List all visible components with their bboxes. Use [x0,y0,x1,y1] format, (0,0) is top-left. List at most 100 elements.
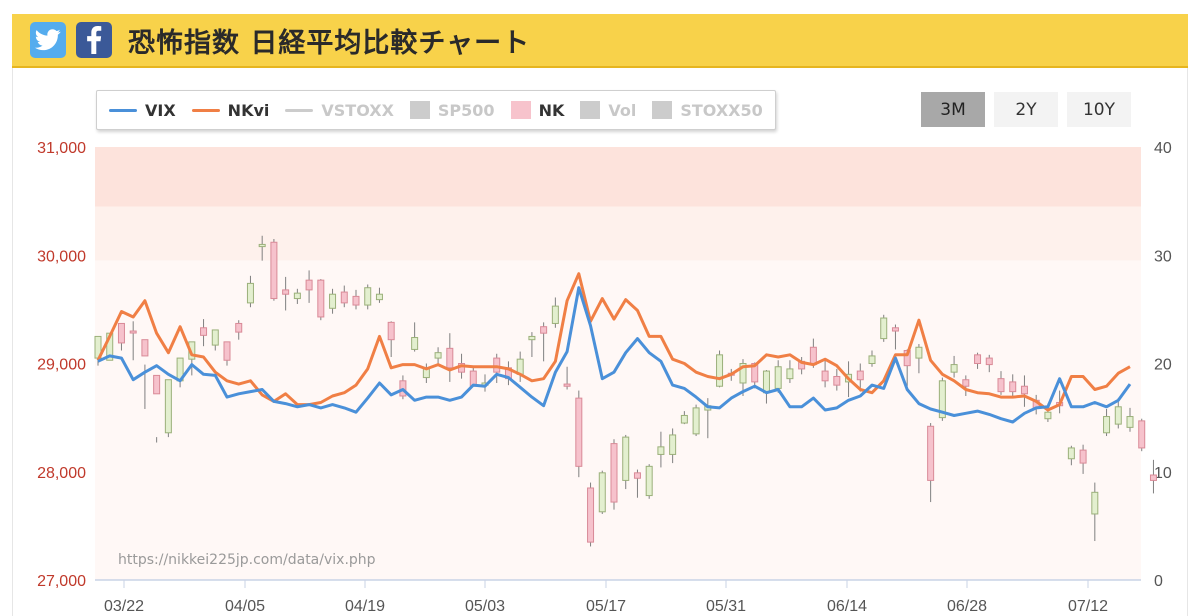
nk-candle-body [270,241,278,300]
nk-candle-body [622,436,630,481]
legend-swatch [285,108,314,112]
legend-label: VSTOXX [321,100,394,120]
nk-candle-body [716,354,724,387]
legend-swatch [580,101,601,119]
nk-candle-body [375,293,383,301]
nk-candle-body [974,354,982,364]
nk-candle-body [352,295,360,306]
nk-candle-body [575,397,583,467]
range-button-3m[interactable]: 3M [921,92,985,127]
nk-candle-body [809,346,817,366]
legend-swatch [191,108,220,112]
twitter-icon [35,29,61,51]
range-selector: 3M 2Y 10Y [921,92,1131,127]
range-button-2y[interactable]: 2Y [994,92,1058,127]
x-axis-tick-label: 07/12 [1068,598,1108,615]
nk-candle-body [985,357,993,366]
nk-candle-body [657,446,665,455]
nk-candle-body [1009,381,1017,393]
left-axis-tick-label: 27,000 [37,573,86,590]
nk-candle-body [235,322,243,333]
nk-candle-body [610,443,618,503]
nk-candle-body [411,337,419,350]
chart-legend: VIX NKvi VSTOXX SP500 NK Vol STOXX50 [96,90,776,130]
left-axis-tick-label: 29,000 [37,357,86,374]
risk-band [95,260,1141,580]
nk-candle-body [1079,449,1087,464]
legend-item-stoxx50[interactable]: STOXX50 [652,101,763,120]
legend-item-nk[interactable]: NK [510,100,565,120]
nk-candle-body [340,291,348,304]
nk-candle-body [141,339,149,357]
nk-candle-body [680,414,688,424]
nk-candle-body [129,330,137,334]
nk-candle-body [446,347,454,369]
source-url: https://nikkei225jp.com/data/vix.php [118,552,376,568]
right-axis-tick-label: 0 [1154,573,1163,590]
nk-candle-body [200,327,208,336]
risk-band [95,147,1141,207]
right-axis-tick-label: 10 [1154,465,1172,482]
nk-candle-body [786,368,794,380]
nk-candle-body [598,472,606,513]
nk-candle-body [633,472,641,479]
vix-series-line [97,286,1132,424]
legend-label: NK [538,100,565,120]
nk-candle-body [246,282,254,304]
legend-item-vol[interactable]: Vol [580,101,636,120]
left-axis-tick-label: 30,000 [37,248,86,265]
legend-item-vix[interactable]: VIX [109,101,176,120]
legend-item-nkvi[interactable]: NKvi [191,100,270,120]
nk-candle-body [223,341,231,361]
nk-candle-body [833,375,841,386]
nk-candle-body [528,335,536,341]
twitter-share-button[interactable] [30,22,66,58]
nk-candle-body [962,379,970,387]
nk-candle-body [1044,411,1052,420]
nk-candle-body [856,370,864,381]
left-axis-tick-label: 28,000 [37,465,86,482]
nk-candle-body [997,378,1005,393]
range-button-10y[interactable]: 10Y [1067,92,1131,127]
nk-candle-body [1126,416,1134,428]
x-axis-tick-label: 04/05 [225,598,265,615]
nk-candle-body [669,434,677,455]
nk-candle-body [211,329,219,346]
nk-candle-body [540,326,548,334]
facebook-share-button[interactable] [76,22,112,58]
nk-candle-body [387,321,395,341]
nk-candle-body [762,370,770,394]
nk-candle-body [282,289,290,295]
nk-candle-body [774,366,782,389]
left-axis-tick-label: 31,000 [37,140,86,157]
risk-band [95,206,1141,261]
nk-candle-body [692,407,700,435]
right-axis-tick-label: 40 [1154,140,1172,157]
right-axis-tick-label: 30 [1154,248,1172,265]
x-axis-tick-label: 04/19 [345,598,385,615]
facebook-icon [87,26,102,54]
legend-swatch [652,101,673,119]
nk-candle-body [258,243,266,248]
nk-candle-body [938,380,946,419]
page-title: 恐怖指数 日経平均比較チャート [128,27,531,59]
legend-swatch [409,101,430,119]
legend-swatch [109,108,137,112]
legend-item-sp500[interactable]: SP500 [409,100,495,120]
x-axis-tick-label: 05/03 [465,598,505,615]
x-axis-tick-label: 05/31 [706,598,746,615]
legend-item-vstoxx[interactable]: VSTOXX [285,101,394,120]
nk-candle-body [587,487,595,543]
legend-label: SP500 [437,100,495,120]
legend-label: NKvi [227,100,270,120]
nk-candle-body [1067,447,1075,460]
nk-candle-body [868,355,876,364]
x-axis-tick-label: 05/17 [586,598,626,615]
nk-candle-body [927,425,935,481]
nk-candle-body [821,370,829,382]
nk-candle-body [645,465,653,497]
x-axis-tick-label: 03/22 [104,598,144,615]
nk-candle-body [364,287,372,306]
nk-candle-body [1091,491,1099,515]
